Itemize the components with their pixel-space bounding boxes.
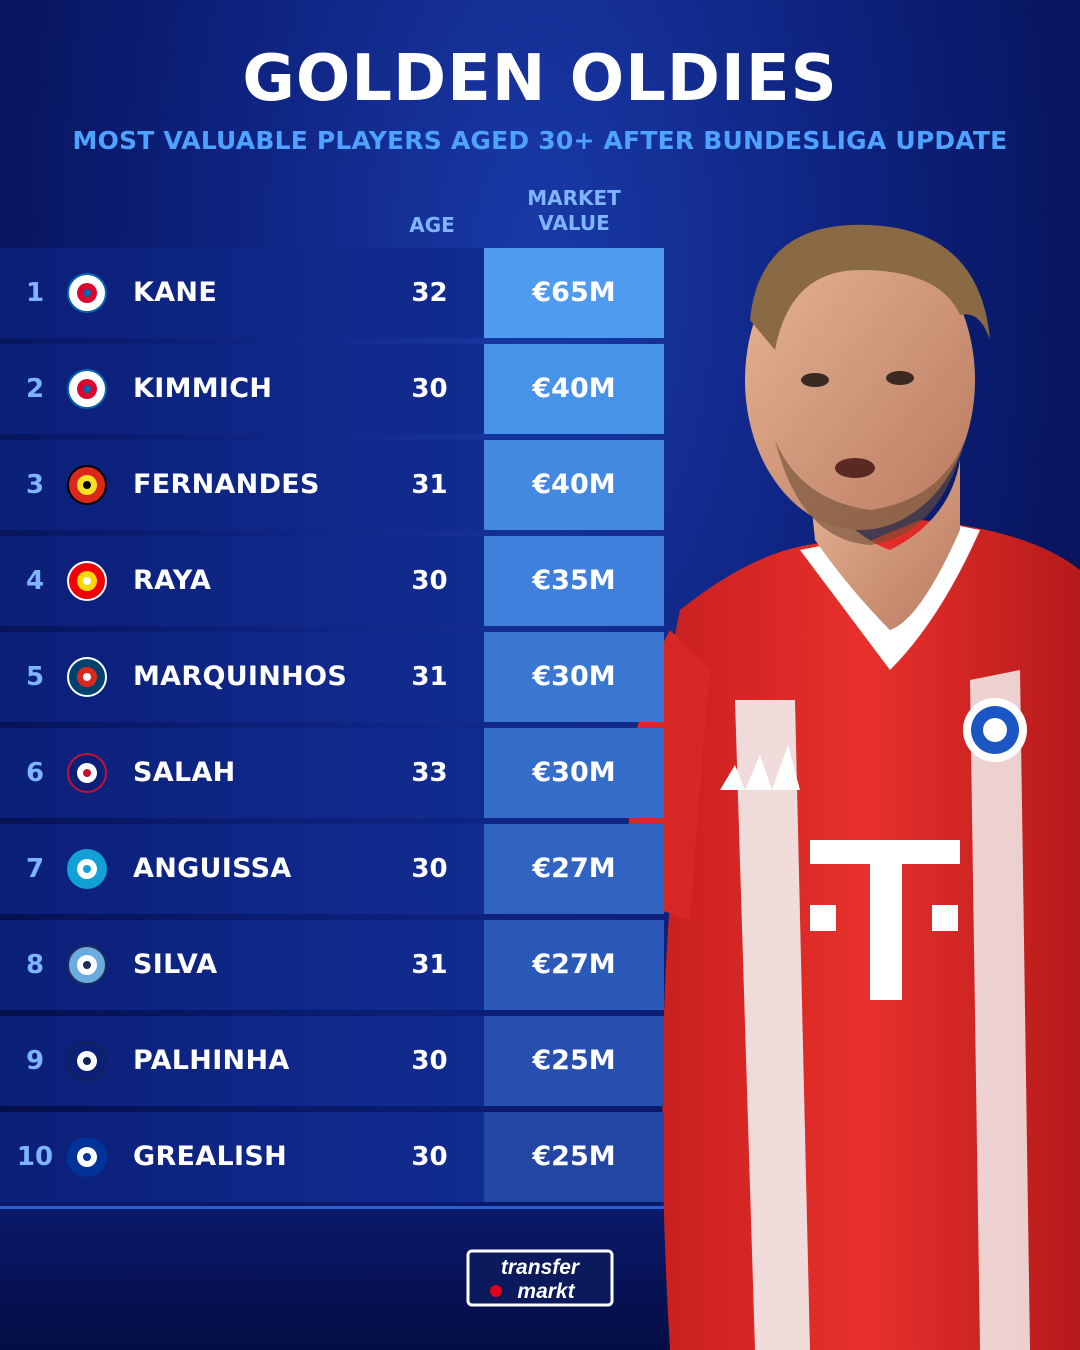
rank-number: 9 [25, 1046, 45, 1076]
player-age: 30 [411, 566, 448, 596]
everton-crest-icon [66, 1136, 108, 1178]
tottenham-crest-icon [66, 1040, 108, 1082]
player-name: KANE [133, 277, 218, 308]
player-name: SALAH [133, 757, 236, 788]
player-age: 31 [411, 950, 448, 980]
player-age: 30 [411, 374, 448, 404]
table-row: 9 PALHINHA 30 €25M [0, 1016, 664, 1106]
column-header-market-value-line1: MARKET [527, 186, 621, 210]
table-row: 10 GREALISH 30 €25M [0, 1112, 664, 1202]
player-name: KIMMICH [133, 373, 273, 404]
player-age: 30 [411, 1142, 448, 1172]
market-value: €25M [484, 1112, 664, 1202]
bayern-crest-icon [66, 368, 108, 410]
market-value: €27M [484, 920, 664, 1010]
player-name: RAYA [133, 565, 212, 596]
man-united-crest-icon [66, 464, 108, 506]
player-age: 31 [411, 662, 448, 692]
ranking-table: 1 KANE 32 €65M 2 KIMMICH 30 €40M 3 FERNANDES 31 €40… [0, 248, 664, 1208]
player-photo [628, 224, 1080, 1350]
market-value: €40M [484, 440, 664, 530]
player-name: ANGUISSA [133, 853, 292, 884]
column-header-age: AGE [409, 213, 455, 237]
rank-number: 5 [25, 662, 45, 692]
table-row: 1 KANE 32 €65M [0, 248, 664, 338]
market-value: €35M [484, 536, 664, 626]
napoli-crest-icon [66, 848, 108, 890]
player-name: SILVA [133, 949, 218, 980]
market-value: €65M [484, 248, 664, 338]
table-row: 5 MARQUINHOS 31 €30M [0, 632, 664, 722]
table-row: 2 KIMMICH 30 €40M [0, 344, 664, 434]
rank-number: 2 [25, 374, 45, 404]
column-header-market-value-line2: VALUE [538, 211, 610, 235]
man-city-crest-icon [66, 944, 108, 986]
rank-number: 4 [25, 566, 45, 596]
market-value: €30M [484, 632, 664, 722]
arsenal-crest-icon [66, 560, 108, 602]
rank-number: 8 [25, 950, 45, 980]
market-value: €30M [484, 728, 664, 818]
rank-number: 10 [16, 1142, 54, 1172]
liverpool-crest-icon [66, 752, 108, 794]
brand-line2: markt [517, 1280, 575, 1303]
psg-crest-icon [66, 656, 108, 698]
player-name: PALHINHA [133, 1045, 290, 1076]
rank-number: 6 [25, 758, 45, 788]
player-age: 30 [411, 1046, 448, 1076]
player-name: FERNANDES [133, 469, 320, 500]
bayern-crest-icon [66, 272, 108, 314]
market-value: €40M [484, 344, 664, 434]
market-value: €27M [484, 824, 664, 914]
column-header-market-value: MARKET VALUE [500, 186, 648, 236]
player-age: 31 [411, 470, 448, 500]
transfermarkt-logo: transfer markt [466, 1249, 614, 1307]
player-age: 33 [411, 758, 448, 788]
rank-number: 1 [25, 278, 45, 308]
table-row: 4 RAYA 30 €35M [0, 536, 664, 626]
player-name: GREALISH [133, 1141, 287, 1172]
market-value: €25M [484, 1016, 664, 1106]
table-row: 6 SALAH 33 €30M [0, 728, 664, 818]
rank-number: 3 [25, 470, 45, 500]
rank-number: 7 [25, 854, 45, 884]
table-row: 3 FERNANDES 31 €40M [0, 440, 664, 530]
page-title: GOLDEN OLDIES [242, 42, 838, 116]
player-name: MARQUINHOS [133, 661, 348, 692]
player-age: 32 [411, 278, 448, 308]
table-bottom-line [0, 1206, 664, 1209]
table-row: 7 ANGUISSA 30 €27M [0, 824, 664, 914]
player-age: 30 [411, 854, 448, 884]
table-row: 8 SILVA 31 €27M [0, 920, 664, 1010]
page-subtitle: MOST VALUABLE PLAYERS AGED 30+ AFTER BUN… [72, 126, 1008, 155]
brand-line1: transfer [501, 1256, 581, 1279]
